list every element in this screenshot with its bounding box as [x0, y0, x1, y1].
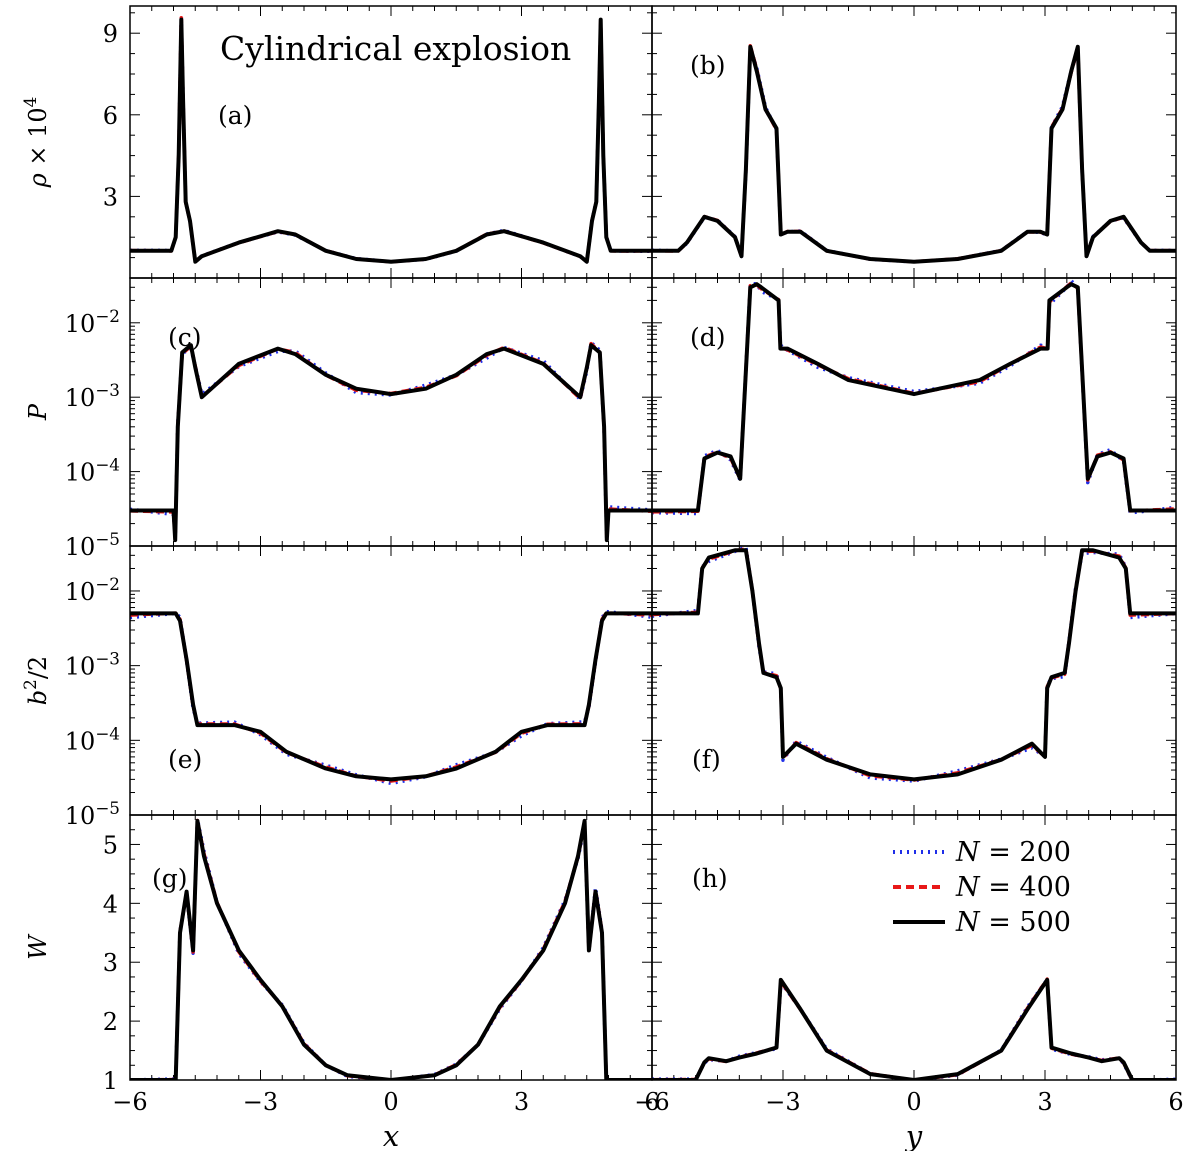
x-axis-label: x — [383, 1119, 399, 1151]
legend-label: N = 200 — [955, 837, 1071, 868]
y-tick-label: 10−5 — [65, 529, 120, 561]
x-tick-label: −3 — [243, 1088, 278, 1116]
y-tick-label: 10−5 — [65, 798, 120, 830]
x-tick-label: −3 — [765, 1088, 800, 1116]
x-tick-label: 6 — [644, 1088, 659, 1116]
y-tick-label: 5 — [103, 831, 118, 859]
y-tick-label: 9 — [103, 20, 118, 48]
panel-frame — [129, 545, 653, 816]
series-n400-line — [652, 43, 1176, 264]
series-n500-line — [130, 343, 652, 543]
series-n200-line — [652, 46, 1176, 264]
y-tick-label: 3 — [103, 183, 118, 211]
x-tick-label: 6 — [1168, 1088, 1183, 1116]
series-n400-line — [652, 281, 1176, 514]
y-tick-label: 10−4 — [65, 723, 120, 755]
y-tick-label: 6 — [103, 102, 118, 130]
panel-a: 3 6 9 (a) ρ × 104 — [20, 5, 653, 279]
panel-h: −6 −3 0 3 6 (h) y — [634, 814, 1184, 1151]
panel-frame — [651, 545, 1177, 816]
y-tick-label: 10−3 — [65, 380, 120, 412]
panel-label: (a) — [218, 101, 252, 130]
series-n400-line — [130, 341, 652, 542]
x-tick-label: 0 — [906, 1088, 921, 1116]
series-n400-line — [130, 611, 652, 783]
panel-frame — [129, 814, 653, 1081]
x-tick-label: −6 — [634, 1088, 669, 1116]
panel-label: (h) — [692, 864, 728, 893]
panel-label: (d) — [690, 323, 726, 352]
panel-d: (d) — [651, 277, 1177, 547]
y-tick-label: 3 — [103, 949, 118, 977]
series-n500-line — [652, 282, 1176, 513]
y-axis-label: W — [24, 933, 52, 960]
panel-frame — [129, 277, 653, 547]
legend-label: N = 500 — [955, 907, 1071, 938]
x-tick-label: −6 — [112, 1088, 147, 1116]
y-tick-label: 2 — [103, 1008, 118, 1036]
series-n500-line — [130, 611, 652, 782]
series-n200-line — [130, 609, 652, 786]
y-tick-label: 4 — [103, 890, 118, 918]
panel-label: (f) — [692, 745, 721, 774]
x-tick-label: 0 — [383, 1088, 398, 1116]
y-axis-label: ρ × 104 — [20, 97, 52, 189]
y-tick-label: 10−2 — [65, 306, 120, 338]
series-n500-line — [652, 548, 1176, 782]
x-axis-label: y — [904, 1119, 923, 1151]
panel-label: (g) — [152, 864, 188, 893]
series-n500-line — [652, 44, 1176, 264]
panel-label: (e) — [168, 745, 202, 774]
series-n500-line — [130, 17, 652, 264]
series-n400-line — [130, 818, 652, 1080]
series-n500-line — [130, 818, 652, 1080]
legend-label: N = 400 — [955, 872, 1071, 903]
panel-f: (f) — [651, 545, 1177, 816]
legend: N = 200 N = 400 N = 500 — [893, 837, 1071, 938]
panel-b: (b) — [651, 5, 1177, 279]
y-tick-label: 10−3 — [65, 649, 120, 681]
y-tick-label: 10−4 — [65, 455, 120, 487]
series-n400-line — [652, 547, 1176, 782]
panel-c: 10−2 10−3 10−4 10−5 (c) P — [24, 277, 653, 561]
series-n200-line — [652, 546, 1176, 783]
series-n500-line — [652, 977, 1176, 1080]
series-n200-line — [652, 278, 1176, 516]
series-n400-line — [652, 977, 1176, 1080]
series-n200-line — [652, 977, 1176, 1080]
x-tick-label: 3 — [514, 1088, 529, 1116]
panel-label: (c) — [168, 323, 202, 352]
series-n200-line — [130, 340, 652, 544]
panel-frame — [651, 5, 1177, 279]
panel-frame — [651, 814, 1177, 1081]
series-n200-line — [130, 817, 652, 1080]
figure-title: Cylindrical explosion — [220, 29, 571, 68]
panel-label: (b) — [690, 51, 726, 80]
y-axis-label: b2/2 — [20, 656, 52, 705]
panel-frame — [651, 277, 1177, 547]
y-axis-label: P — [24, 403, 52, 421]
panel-e: 10−2 10−3 10−4 10−5 (e) b2/2 — [20, 545, 653, 830]
panel-g: 1 2 3 4 5 −6 −3 0 3 6 (g) Wx — [24, 814, 660, 1151]
y-tick-label: 10−2 — [65, 574, 120, 606]
x-tick-label: 3 — [1037, 1088, 1052, 1116]
y-tick-label: 1 — [103, 1067, 118, 1095]
